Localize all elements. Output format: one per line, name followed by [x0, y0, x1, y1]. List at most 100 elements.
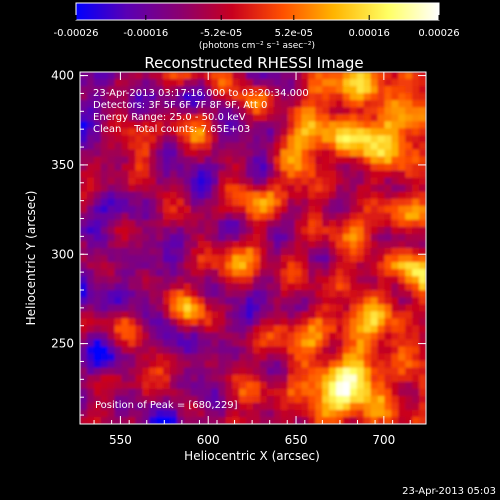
heatmap-cell	[266, 212, 275, 221]
heatmap-cell	[149, 262, 157, 270]
heatmap-cell	[80, 283, 88, 291]
heatmap-cell	[135, 290, 143, 298]
heatmap-cell	[218, 212, 226, 221]
heatmap-cell	[391, 381, 399, 390]
heatmap-cell	[211, 107, 219, 115]
heatmap-cell	[356, 276, 365, 284]
heatmap-cell	[315, 79, 323, 87]
heatmap-cell	[322, 374, 330, 383]
heatmap-cell	[315, 163, 323, 172]
heatmap-cell	[135, 283, 143, 291]
heatmap-cell	[336, 205, 344, 214]
heatmap-cell	[232, 114, 240, 122]
heatmap-cell	[142, 402, 150, 411]
heatmap-cell	[225, 255, 233, 263]
heatmap-cell	[163, 332, 171, 341]
heatmap-cell	[259, 402, 268, 411]
heatmap-cell	[107, 191, 116, 200]
heatmap-cell	[232, 374, 240, 383]
heatmap-cell	[301, 346, 309, 355]
heatmap-cell	[135, 304, 143, 312]
heatmap-cell	[80, 381, 88, 390]
heatmap-cell	[377, 156, 386, 165]
heatmap-cell	[266, 311, 275, 319]
heatmap-cell	[204, 156, 213, 165]
heatmap-cell	[280, 226, 289, 235]
heatmap-cell	[169, 290, 178, 298]
heatmap-cell	[211, 276, 219, 284]
heatmap-cell	[315, 353, 323, 362]
heatmap-cell	[197, 149, 206, 158]
heatmap-cell	[163, 177, 171, 186]
heatmap-cell	[301, 212, 309, 221]
heatmap-cell	[114, 205, 123, 214]
heatmap-cell	[266, 114, 275, 122]
heatmap-cell	[412, 184, 420, 193]
heatmap-cell	[128, 100, 136, 108]
heatmap-cell	[156, 325, 164, 334]
heatmap-cell	[356, 248, 365, 256]
heatmap-cell	[419, 416, 426, 424]
heatmap-cell	[342, 191, 351, 200]
heatmap-cell	[287, 367, 296, 376]
heatmap-cell	[86, 276, 95, 284]
heatmap-cell	[197, 255, 206, 263]
heatmap-cell	[294, 276, 303, 284]
heatmap-cell	[86, 233, 95, 242]
heatmap-cell	[370, 290, 379, 298]
heatmap-cells	[80, 72, 426, 424]
heatmap-cell	[204, 107, 213, 115]
heatmap-cell	[384, 72, 392, 80]
heatmap-cell	[370, 339, 379, 348]
heatmap-cell	[377, 135, 386, 143]
heatmap-cell	[280, 177, 289, 186]
heatmap-cell	[273, 346, 282, 355]
heatmap-cell	[211, 311, 219, 319]
heatmap-cell	[135, 86, 143, 94]
heatmap-cell	[128, 262, 136, 270]
heatmap-cell	[342, 255, 351, 263]
heatmap-cell	[329, 388, 337, 397]
heatmap-cell	[114, 416, 123, 424]
heatmap-cell	[273, 72, 282, 80]
heatmap-cell	[259, 191, 268, 200]
heatmap-cell	[405, 269, 413, 277]
heatmap-cell	[287, 121, 296, 129]
heatmap-cell	[253, 149, 261, 158]
heatmap-cell	[232, 402, 240, 411]
heatmap-cell	[121, 381, 130, 390]
heatmap-cell	[128, 395, 136, 404]
heatmap-cell	[266, 170, 275, 179]
heatmap-cell	[384, 374, 392, 383]
heatmap-cell	[329, 191, 337, 200]
heatmap-cell	[419, 100, 426, 108]
heatmap-cell	[107, 205, 116, 214]
heatmap-cell	[169, 149, 178, 158]
heatmap-cell	[114, 177, 123, 186]
heatmap-cell	[211, 142, 219, 151]
heatmap-cell	[253, 269, 261, 277]
heatmap-cell	[253, 416, 261, 424]
heatmap-cell	[280, 170, 289, 179]
heatmap-cell	[169, 416, 178, 424]
heatmap-cell	[419, 156, 426, 165]
heatmap-cell	[183, 381, 192, 390]
heatmap-cell	[377, 100, 386, 108]
heatmap-cell	[239, 86, 247, 94]
heatmap-cell	[377, 388, 386, 397]
heatmap-cell	[100, 184, 109, 193]
heatmap-cell	[163, 240, 171, 249]
heatmap-cell	[349, 381, 358, 390]
heatmap-cell	[225, 262, 233, 270]
heatmap-cell	[363, 114, 372, 122]
heatmap-cell	[156, 121, 164, 129]
heatmap-cell	[135, 121, 143, 129]
heatmap-cell	[225, 339, 233, 348]
heatmap-cell	[349, 86, 358, 94]
heatmap-cell	[377, 86, 386, 94]
heatmap-cell	[86, 240, 95, 249]
heatmap-cell	[169, 107, 178, 115]
heatmap-cell	[301, 283, 309, 291]
heatmap-cell	[121, 233, 130, 242]
heatmap-cell	[384, 269, 392, 277]
